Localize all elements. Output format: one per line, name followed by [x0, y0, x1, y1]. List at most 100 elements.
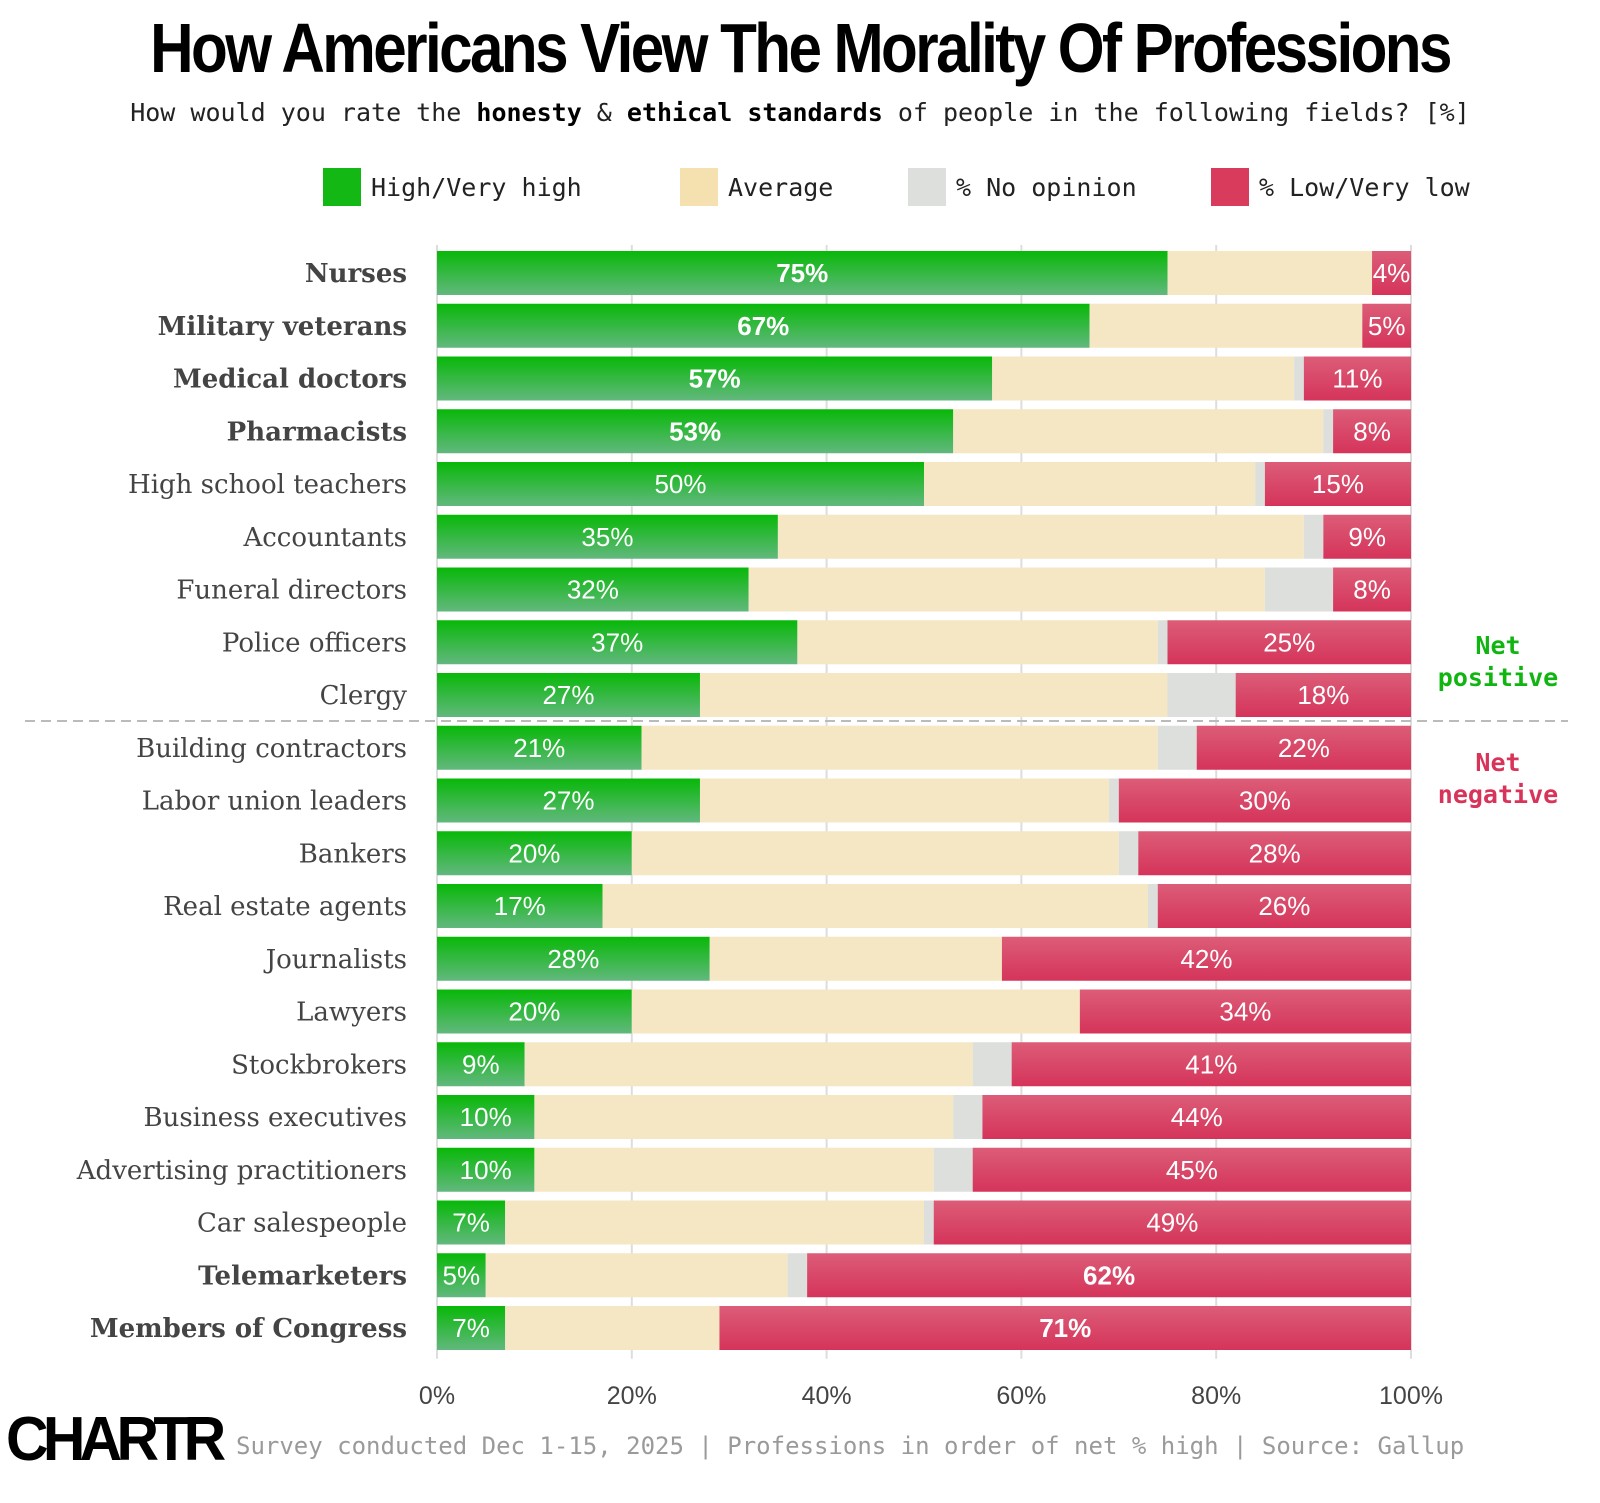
bar-high [437, 673, 700, 717]
bar-average [709, 936, 1002, 981]
data-label: 53% [669, 416, 721, 446]
bar-high [437, 884, 603, 928]
data-label: 28% [547, 944, 599, 974]
data-label: 44% [1171, 1102, 1223, 1132]
x-tick-label: 60% [996, 1382, 1046, 1410]
bar-high [437, 1253, 486, 1298]
x-tick-label: 100% [1379, 1382, 1443, 1410]
bar-high [437, 778, 700, 823]
data-label: 32% [567, 575, 619, 605]
bar-average [777, 514, 1304, 559]
legend-label: Average [728, 172, 834, 202]
data-label: 20% [508, 997, 560, 1027]
data-label: 8% [1353, 416, 1391, 446]
category-label: Police officers [222, 628, 407, 658]
data-label: 26% [1258, 891, 1310, 921]
bar-high [437, 567, 749, 612]
net-negative-label: Net negative [1437, 748, 1559, 809]
chartr-logo: CHARTR [6, 1405, 226, 1474]
bar-average [505, 1200, 924, 1245]
bar-average [485, 1253, 788, 1298]
bar-high [437, 989, 632, 1034]
bar-average [524, 1042, 973, 1087]
bar-low [1011, 1042, 1411, 1087]
x-tick-label: 80% [1191, 1382, 1241, 1410]
data-label: 15% [1312, 469, 1364, 499]
bar-low [933, 1200, 1411, 1245]
data-label: 5% [1368, 311, 1406, 341]
data-label: 67% [737, 311, 789, 341]
bar-low [982, 1095, 1411, 1139]
data-label: 28% [1249, 838, 1301, 868]
chart-subtitle: How would you rate the honesty & ethical… [0, 98, 1600, 127]
bar-high [437, 831, 632, 876]
bar-average [631, 989, 1080, 1034]
subtitle-bold-honesty: honesty [476, 98, 582, 127]
x-tick-label: 20% [607, 1382, 657, 1410]
bar-low [972, 1147, 1411, 1192]
bar-no-opinion [933, 1147, 973, 1192]
category-label: Journalists [263, 945, 407, 975]
category-label: Stockbrokers [231, 1050, 407, 1080]
legend-item-no-opinion: % No opinion [908, 168, 1137, 206]
data-label: 22% [1278, 733, 1330, 763]
bar-low [1333, 567, 1411, 612]
bar-no-opinion [787, 1253, 808, 1298]
legend-label: % No opinion [956, 172, 1137, 202]
data-label: 35% [581, 522, 633, 552]
bar-low [1303, 356, 1411, 401]
data-label: 34% [1219, 997, 1271, 1027]
bar-low [1167, 620, 1411, 665]
legend-item-low: % Low/Very low [1211, 168, 1470, 206]
data-label: 27% [542, 786, 594, 816]
category-label: Pharmacists [227, 417, 407, 447]
subtitle-text: of people in the following fields? [%] [882, 98, 1470, 127]
bar-high [437, 303, 1090, 348]
category-label: Bankers [299, 839, 407, 869]
bar-low [1235, 673, 1411, 717]
legend-swatch [680, 168, 718, 206]
subtitle-text: & [581, 98, 627, 127]
bar-average [699, 778, 1110, 823]
bar-low [1138, 831, 1411, 876]
data-label: 50% [654, 469, 706, 499]
data-label: 49% [1146, 1208, 1198, 1238]
data-label: 45% [1166, 1155, 1218, 1185]
data-label: 17% [494, 891, 546, 921]
bar-high [437, 1200, 506, 1245]
bar-average [534, 1095, 954, 1139]
bar-average [924, 462, 1256, 506]
data-label: 4% [1373, 258, 1411, 288]
bar-low [1118, 778, 1411, 823]
bar-low [1323, 514, 1411, 559]
data-label: 62% [1083, 1260, 1135, 1290]
bar-no-opinion [1148, 884, 1158, 928]
footer-note: Survey conducted Dec 1-15, 2025 | Profes… [236, 1432, 1465, 1460]
data-label: 75% [776, 258, 828, 288]
bar-no-opinion [1118, 831, 1139, 876]
legend-item-average: Average [680, 168, 833, 206]
x-tick-label: 0% [419, 1382, 455, 1410]
subtitle-bold-ethics: ethical standards [626, 98, 883, 127]
data-label: 57% [689, 364, 741, 394]
bar-no-opinion [1109, 778, 1119, 823]
data-label: 7% [452, 1313, 490, 1343]
bar-no-opinion [953, 1095, 983, 1139]
bar-average [699, 673, 1168, 717]
category-label: Clergy [320, 681, 408, 711]
bar-low [1196, 725, 1411, 770]
bar-average [631, 831, 1119, 876]
bar-high [437, 251, 1168, 295]
bar-average [1167, 251, 1373, 295]
data-label: 71% [1039, 1313, 1091, 1343]
bar-high [437, 356, 993, 401]
bar-high [437, 1095, 535, 1139]
bar-low [1001, 936, 1411, 981]
legend-swatch [908, 168, 946, 206]
category-label: Telemarketers [198, 1261, 407, 1291]
data-label: 10% [460, 1155, 512, 1185]
data-label: 27% [542, 680, 594, 710]
data-label: 5% [443, 1260, 481, 1290]
bar-no-opinion [1303, 514, 1324, 559]
category-label: Members of Congress [90, 1314, 407, 1344]
